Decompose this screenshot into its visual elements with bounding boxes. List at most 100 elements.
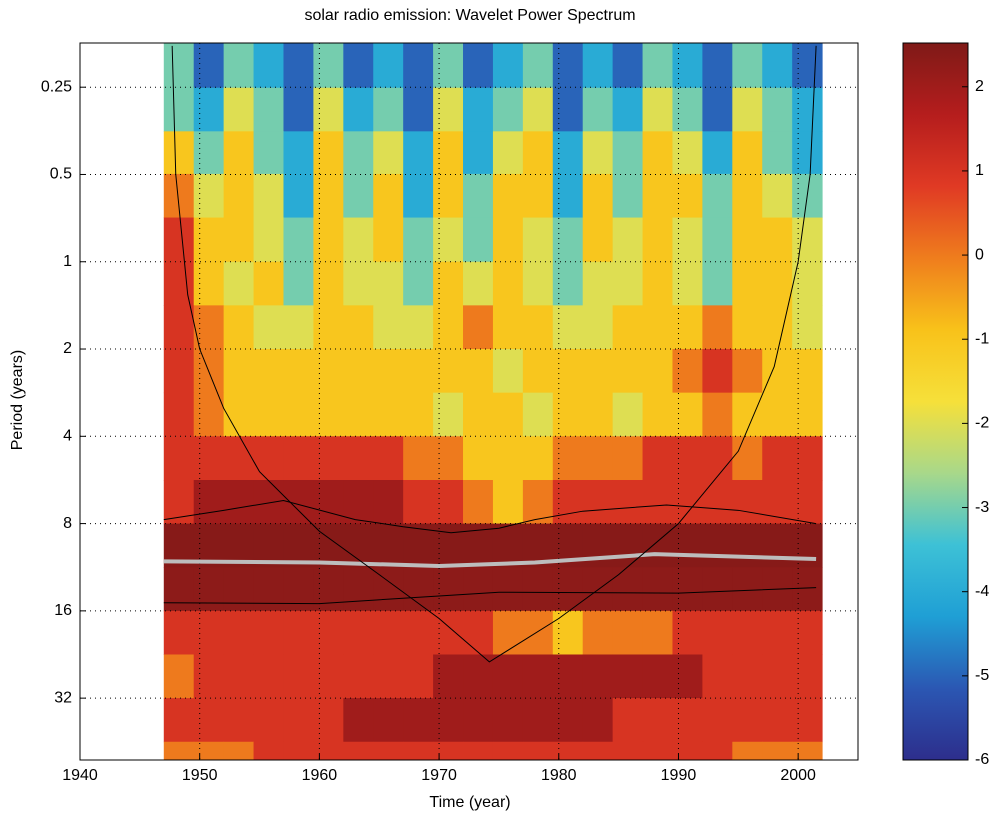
heat-cell	[193, 217, 225, 263]
heat-cell	[492, 87, 524, 132]
heat-cell	[313, 173, 344, 219]
heat-cell	[283, 305, 314, 350]
heat-cell	[163, 392, 195, 437]
heat-cell	[343, 217, 374, 263]
heat-cell	[732, 131, 763, 175]
heat-cell	[582, 610, 614, 655]
heat-cell	[612, 523, 644, 568]
heat-cell	[792, 43, 823, 89]
heat-cell	[762, 654, 793, 699]
heat-cell	[612, 480, 644, 525]
heat-cell	[253, 392, 284, 437]
colorbar-tick-label: -3	[975, 499, 989, 516]
heat-cell	[522, 131, 554, 175]
heat-cell	[253, 131, 284, 175]
heat-cell	[403, 173, 434, 219]
heat-cell	[492, 43, 524, 89]
heat-cell	[343, 654, 374, 699]
heat-cell	[522, 392, 554, 437]
heat-cell	[762, 131, 793, 175]
heat-cell	[343, 173, 374, 219]
heat-cell	[582, 87, 614, 132]
heat-cell	[522, 43, 554, 89]
heat-cell	[792, 567, 823, 612]
heat-cell	[343, 523, 374, 568]
heat-cell	[732, 43, 763, 89]
heat-cell	[582, 392, 614, 437]
heat-cell	[463, 480, 494, 525]
heat-cell	[642, 305, 673, 350]
heat-cell	[642, 698, 673, 743]
x-tick-label: 1950	[182, 767, 218, 784]
heat-cell	[612, 131, 644, 175]
heat-cell	[463, 305, 494, 350]
y-tick-label: 0.5	[50, 166, 72, 183]
heat-cell	[672, 654, 703, 699]
heat-cell	[732, 480, 763, 525]
heat-cell	[283, 567, 314, 612]
heat-cell	[702, 567, 733, 612]
heat-cell	[373, 87, 404, 132]
heat-cell	[492, 610, 524, 655]
heat-cell	[762, 261, 793, 306]
heat-cell	[522, 567, 554, 612]
heat-cell	[642, 349, 673, 394]
heat-cell	[283, 173, 314, 219]
heat-cell	[253, 610, 284, 655]
heat-cell	[552, 131, 584, 175]
heat-cell	[163, 698, 195, 743]
heat-cell	[582, 173, 614, 219]
heat-cell	[522, 654, 554, 699]
heat-cell	[702, 741, 733, 760]
heat-cell	[492, 305, 524, 350]
heat-cell	[642, 741, 673, 760]
heat-cell	[283, 87, 314, 132]
heat-cell	[433, 131, 464, 175]
heat-cell	[552, 305, 584, 350]
heat-cell	[792, 698, 823, 743]
heat-cell	[492, 173, 524, 219]
heat-cell	[672, 480, 703, 525]
heat-cell	[283, 654, 314, 699]
heat-cell	[702, 173, 733, 219]
heat-cell	[492, 741, 524, 760]
heat-cell	[732, 173, 763, 219]
heat-cell	[702, 131, 733, 175]
heat-cell	[642, 654, 673, 699]
heat-cell	[642, 87, 673, 132]
heat-cell	[373, 261, 404, 306]
heat-cell	[492, 217, 524, 263]
heat-cell	[702, 436, 733, 481]
heat-cell	[373, 131, 404, 175]
colorbar-tick-label: -6	[975, 751, 989, 768]
y-axis-label: Period (years)	[9, 350, 26, 450]
heat-cell	[642, 480, 673, 525]
heat-cell	[313, 698, 344, 743]
heat-cell	[612, 698, 644, 743]
heat-cell	[193, 261, 225, 306]
heat-cell	[283, 349, 314, 394]
heat-cell	[403, 610, 434, 655]
contour-line	[163, 552, 817, 568]
heat-cell	[223, 392, 255, 437]
heat-cell	[313, 610, 344, 655]
heat-cell	[163, 349, 195, 394]
heat-cell	[313, 349, 344, 394]
heat-cell	[373, 349, 404, 394]
heat-cell	[253, 43, 284, 89]
y-tick-label: 1	[63, 253, 72, 270]
heat-cell	[403, 43, 434, 89]
heat-cell	[343, 305, 374, 350]
heat-cell	[403, 480, 434, 525]
colorbar-tick-label: 0	[975, 246, 984, 263]
heat-cell	[612, 610, 644, 655]
heat-cell	[732, 610, 763, 655]
contour-line	[171, 45, 817, 663]
heat-cell	[552, 173, 584, 219]
heat-cell	[702, 261, 733, 306]
heat-cell	[612, 436, 644, 481]
heat-cell	[223, 217, 255, 263]
heat-cell	[313, 43, 344, 89]
heat-cell	[702, 480, 733, 525]
heat-cell	[732, 654, 763, 699]
